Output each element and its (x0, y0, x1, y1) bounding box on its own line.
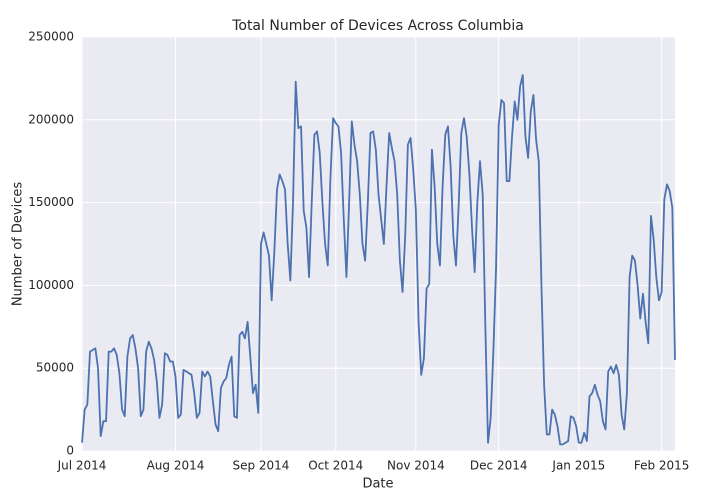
y-tick-label: 100000 (28, 278, 74, 292)
y-tick-label: 250000 (28, 30, 74, 44)
data-line (81, 74, 676, 446)
chart-title: Total Number of Devices Across Columbia (231, 18, 524, 34)
plot-area (82, 37, 675, 451)
y-tick-label: 0 (66, 444, 74, 458)
x-tick-label: Sep 2014 (232, 459, 289, 473)
x-tick-label: Dec 2014 (470, 459, 528, 473)
y-axis-label: Number of Devices (11, 182, 26, 306)
x-tick-label: Feb 2015 (634, 459, 690, 473)
x-tick-label: Jan 2015 (551, 459, 605, 473)
x-tick-label: Aug 2014 (147, 459, 205, 473)
x-tick-label: Oct 2014 (308, 459, 363, 473)
x-axis-label: Date (362, 477, 393, 492)
x-tick-label: Nov 2014 (387, 459, 445, 473)
y-tick-label: 150000 (28, 195, 74, 209)
x-tick-label: Jul 2014 (57, 459, 107, 473)
y-tick-label: 200000 (28, 112, 74, 126)
y-tick-label: 50000 (36, 361, 74, 375)
